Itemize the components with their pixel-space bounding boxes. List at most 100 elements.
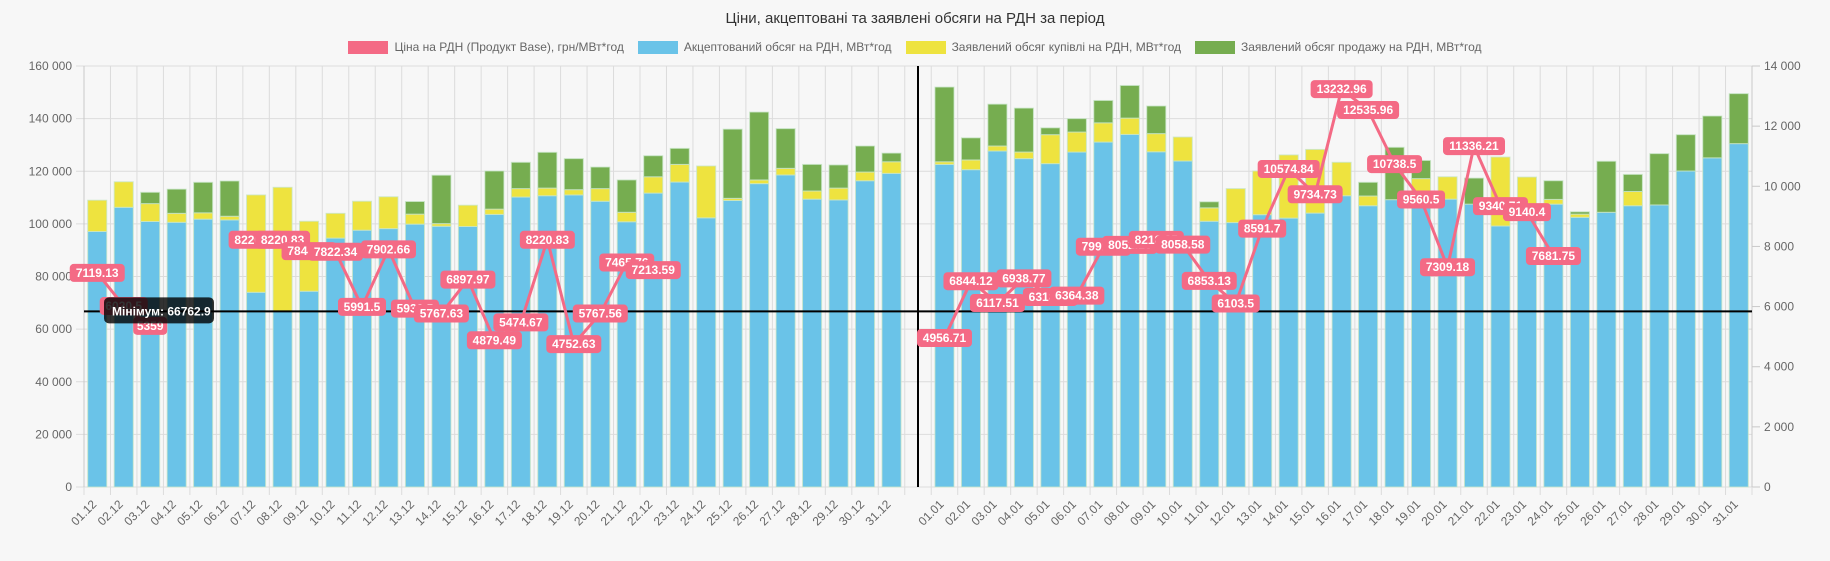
bar-segment: [140, 221, 161, 488]
bar-segment: [537, 151, 558, 189]
x-tick-label: 12.12: [359, 497, 390, 528]
bar-segment: [855, 180, 876, 488]
x-tick-label: 11.12: [334, 497, 365, 528]
price-label: 6364.38: [1055, 289, 1099, 303]
chart-title: Ціни, акцептовані та заявлені обсяги на …: [725, 10, 1105, 27]
bar-segment: [219, 180, 240, 217]
price-label: 13232.96: [1317, 82, 1367, 96]
bar-segment: [802, 163, 823, 192]
x-tick-label: 09.01: [1127, 497, 1158, 528]
y-right-tick: 2 000: [1764, 420, 1794, 434]
bar-segment: [1252, 214, 1273, 488]
x-tick-label: 28.12: [783, 497, 814, 528]
minimum-label-bg: [104, 297, 214, 324]
legend-swatch: [637, 40, 678, 54]
price-label: 10574.84: [1264, 162, 1314, 176]
bar-segment: [749, 111, 770, 181]
legend-swatch: [905, 40, 946, 54]
y-left-tick: 20 000: [35, 427, 72, 441]
bar-segment: [299, 290, 320, 488]
price-label: 6103.5: [1217, 296, 1254, 310]
legend-item[interactable]: Заявлений обсяг продажу на РДН, МВт*год: [1195, 40, 1482, 54]
price-label-bg: [440, 270, 496, 289]
bar-segment: [960, 169, 981, 488]
legend-item[interactable]: Заявлений обсяг купівлі на РДН, МВт*год: [905, 40, 1181, 54]
bar-segment: [193, 181, 214, 214]
bar-segment: [1305, 148, 1326, 214]
bar-segment: [193, 218, 214, 488]
legend: Ціна на РДН (Продукт Base), грн/МВт*год А…: [0, 40, 1830, 54]
bar-segment: [960, 137, 981, 161]
legend-swatch: [1195, 40, 1235, 54]
x-tick-label: 18.01: [1366, 497, 1397, 528]
bar-segment: [1278, 217, 1299, 488]
bar-segment: [193, 212, 214, 220]
price-label: 4752.63: [552, 337, 596, 351]
price-label-bg: [969, 294, 1025, 313]
price-label: 7213.59: [632, 263, 676, 277]
legend-item[interactable]: Акцептований обсяг на РДН, МВт*год: [637, 40, 892, 54]
price-label-bg: [1443, 137, 1505, 156]
price-label: 8591.7: [1244, 222, 1281, 236]
bar-segment: [246, 291, 267, 488]
legend-item[interactable]: Ціна на РДН (Продукт Base), грн/МВт*год: [348, 40, 624, 54]
x-tick-label: 11.01: [1181, 497, 1212, 528]
bar-segment: [1543, 180, 1564, 200]
x-tick-label: 23.12: [651, 497, 682, 528]
bar-segment: [828, 199, 849, 488]
bar-segment: [404, 223, 425, 488]
price-label: 6897.97: [446, 273, 490, 287]
bar-segment: [484, 170, 505, 210]
x-tick-label: 08.01: [1101, 497, 1132, 528]
price-label-bg: [308, 242, 364, 261]
bar-segment: [1622, 205, 1643, 488]
x-tick-label: 17.12: [492, 497, 523, 528]
bar-segment: [643, 155, 664, 178]
x-tick-label: 02.01: [942, 497, 973, 528]
bar-segment: [987, 145, 1008, 152]
y-left-tick: 0: [65, 480, 72, 494]
bar-segment: [669, 181, 690, 488]
bar-segment: [351, 200, 373, 231]
bar-segment: [802, 190, 823, 200]
bar-segment: [1172, 160, 1193, 488]
bar-segment: [1013, 107, 1034, 153]
y-right-tick: 0: [1764, 480, 1771, 494]
price-label: 4879.49: [473, 333, 517, 347]
price-label-bg: [1337, 101, 1400, 120]
bar-segment: [457, 204, 478, 228]
x-tick-label: 14.01: [1260, 497, 1291, 528]
bar-segment: [881, 152, 902, 163]
bar-segment: [1622, 191, 1643, 207]
price-label: 5474.67: [499, 315, 543, 329]
bar-segment: [1702, 115, 1723, 159]
bar-segment: [484, 208, 505, 215]
price-label: 7119.13: [76, 266, 119, 280]
x-tick-label: 30.01: [1683, 497, 1714, 528]
price-label-bg: [1181, 271, 1237, 290]
bar-segment: [775, 167, 796, 176]
x-tick-label: 19.12: [545, 497, 576, 528]
price-label: 7681.75: [1532, 249, 1576, 263]
x-tick-label: 15.12: [439, 497, 470, 528]
bar-segment: [1358, 195, 1379, 207]
x-tick-label: 20.01: [1419, 497, 1450, 528]
price-label: 7822.34: [314, 245, 358, 259]
bar-segment: [696, 165, 717, 219]
bar-segment: [1119, 117, 1140, 135]
bar-segment: [1649, 204, 1670, 488]
x-tick-label: 06.12: [201, 497, 232, 528]
x-tick-label: 07.01: [1074, 497, 1105, 528]
bar-segment: [1596, 211, 1617, 488]
bar-segment: [378, 196, 399, 230]
price-label-bg: [413, 304, 469, 323]
y-left-tick: 80 000: [35, 270, 72, 284]
bar-segment: [1199, 201, 1220, 209]
x-tick-label: 26.01: [1577, 497, 1608, 528]
x-tick-label: 02.12: [95, 497, 126, 528]
bar-segment: [563, 158, 584, 191]
price-label: 9140.4: [1509, 205, 1546, 219]
bar-segment: [1066, 118, 1087, 133]
price-label: 12535.96: [1343, 103, 1393, 117]
